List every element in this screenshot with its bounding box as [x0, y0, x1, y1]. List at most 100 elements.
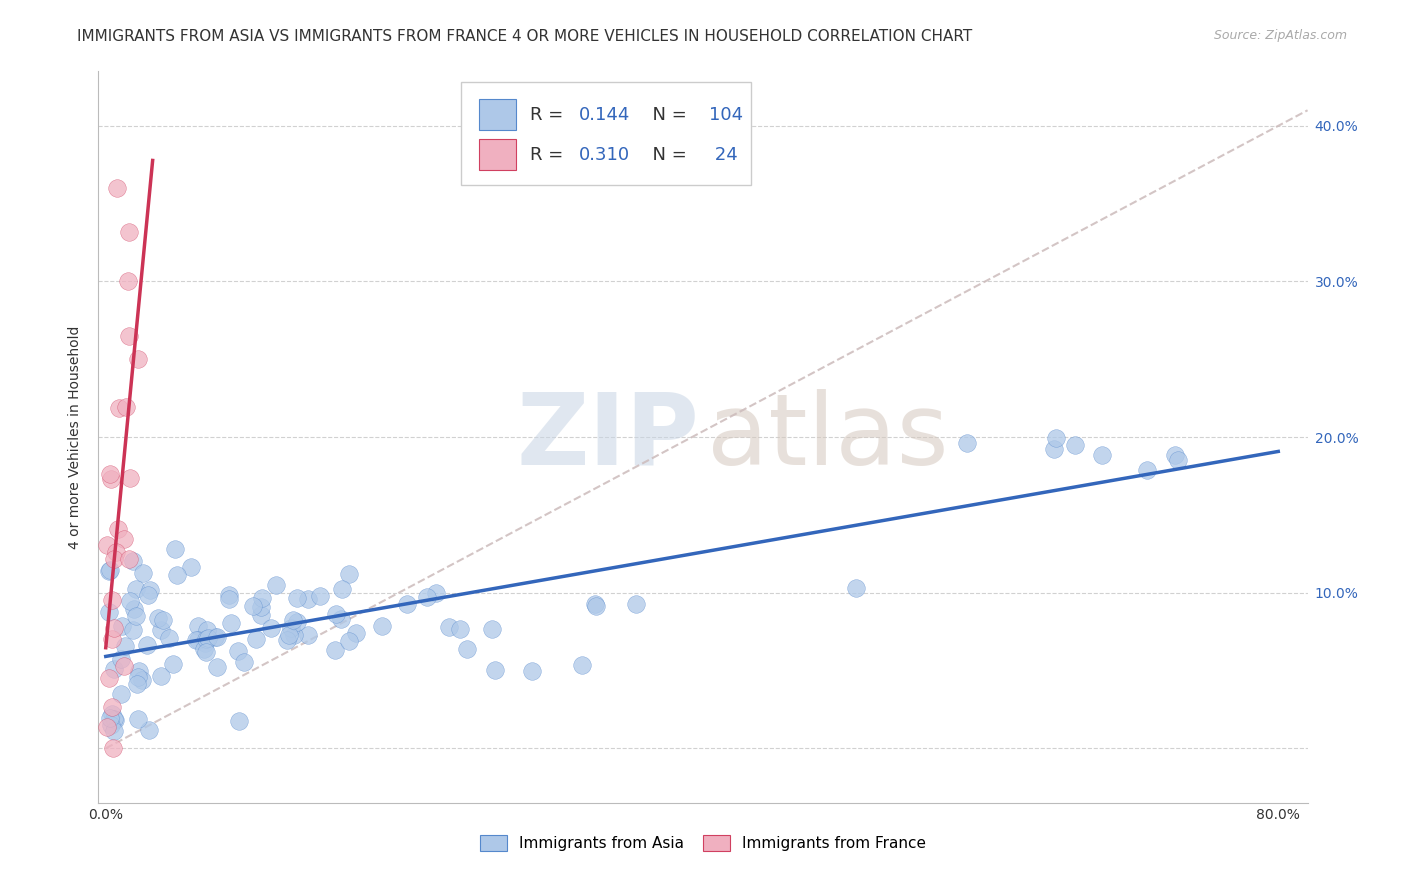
Point: [124, 582, 146, 597]
Point: [115, 400, 138, 414]
Point: [204, 630, 226, 644]
Y-axis label: 4 or more Vehicles in Household: 4 or more Vehicles in Household: [69, 326, 83, 549]
Point: [260, 621, 283, 635]
Point: [128, 664, 150, 678]
Point: [146, 611, 169, 625]
Point: [98, 711, 121, 725]
Point: [150, 624, 173, 638]
Point: [184, 633, 207, 648]
Text: R =: R =: [530, 105, 569, 123]
Point: [396, 597, 419, 611]
Point: [127, 670, 149, 684]
Point: [122, 623, 145, 637]
Point: [96, 538, 118, 552]
Bar: [479, 99, 516, 130]
Point: [283, 628, 305, 642]
Point: [1045, 431, 1067, 445]
Point: [180, 560, 202, 574]
Point: [150, 668, 173, 682]
Point: [118, 225, 141, 239]
Point: [131, 673, 153, 687]
Text: Source: ZipAtlas.com: Source: ZipAtlas.com: [1213, 29, 1347, 43]
Point: [416, 591, 439, 605]
Point: [98, 563, 121, 577]
Point: [371, 619, 394, 633]
Point: [187, 619, 209, 633]
Point: [281, 613, 304, 627]
Point: [103, 621, 125, 635]
Point: [107, 522, 129, 536]
Point: [218, 588, 240, 602]
Point: [124, 602, 146, 616]
Point: [1167, 453, 1189, 467]
Point: [1136, 463, 1159, 477]
Point: [309, 590, 332, 604]
Point: [297, 591, 319, 606]
Point: [245, 632, 267, 647]
Text: atlas: atlas: [707, 389, 948, 485]
Point: [157, 631, 180, 645]
Text: 0.144: 0.144: [578, 105, 630, 123]
Point: [138, 583, 160, 598]
Point: [96, 720, 118, 734]
Text: 24: 24: [709, 145, 738, 164]
Point: [111, 619, 134, 633]
Point: [278, 628, 301, 642]
Legend: Immigrants from Asia, Immigrants from France: Immigrants from Asia, Immigrants from Fr…: [474, 830, 932, 857]
Point: [104, 545, 127, 559]
Point: [118, 471, 141, 485]
Point: [955, 435, 977, 450]
Point: [101, 700, 124, 714]
Point: [437, 620, 460, 634]
Point: [1042, 442, 1064, 456]
Point: [276, 632, 298, 647]
Point: [194, 645, 217, 659]
Point: [207, 631, 229, 645]
Point: [845, 581, 868, 595]
Point: [264, 578, 287, 592]
Point: [280, 621, 302, 635]
Point: [520, 665, 543, 679]
Point: [330, 612, 353, 626]
Point: [125, 609, 148, 624]
Text: IMMIGRANTS FROM ASIA VS IMMIGRANTS FROM FRANCE 4 OR MORE VEHICLES IN HOUSEHOLD C: IMMIGRANTS FROM ASIA VS IMMIGRANTS FROM …: [77, 29, 973, 45]
Point: [118, 594, 141, 608]
Text: R =: R =: [530, 145, 569, 164]
Point: [104, 713, 127, 727]
Text: 104: 104: [709, 105, 744, 123]
Bar: [479, 139, 516, 170]
Point: [121, 554, 143, 568]
Point: [297, 627, 319, 641]
Point: [108, 401, 131, 415]
Point: [100, 592, 122, 607]
Point: [110, 652, 132, 666]
Point: [219, 616, 242, 631]
Point: [1164, 448, 1187, 462]
Point: [110, 687, 132, 701]
Point: [187, 632, 209, 647]
Point: [152, 613, 174, 627]
Point: [252, 591, 274, 606]
Point: [337, 566, 360, 581]
Point: [194, 636, 217, 650]
Point: [481, 622, 503, 636]
Point: [97, 564, 120, 578]
Point: [101, 741, 124, 756]
Point: [1063, 438, 1085, 452]
Point: [107, 181, 129, 195]
Point: [250, 600, 273, 615]
Point: [136, 638, 159, 652]
Point: [330, 582, 353, 597]
Point: [323, 643, 346, 657]
Point: [162, 657, 184, 671]
Point: [103, 723, 125, 738]
Point: [337, 634, 360, 648]
Point: [287, 615, 309, 630]
Point: [205, 659, 228, 673]
Point: [114, 639, 136, 653]
Point: [127, 352, 149, 367]
Point: [98, 467, 121, 481]
Point: [118, 328, 141, 343]
Text: 0.310: 0.310: [578, 145, 630, 164]
Point: [101, 706, 124, 721]
